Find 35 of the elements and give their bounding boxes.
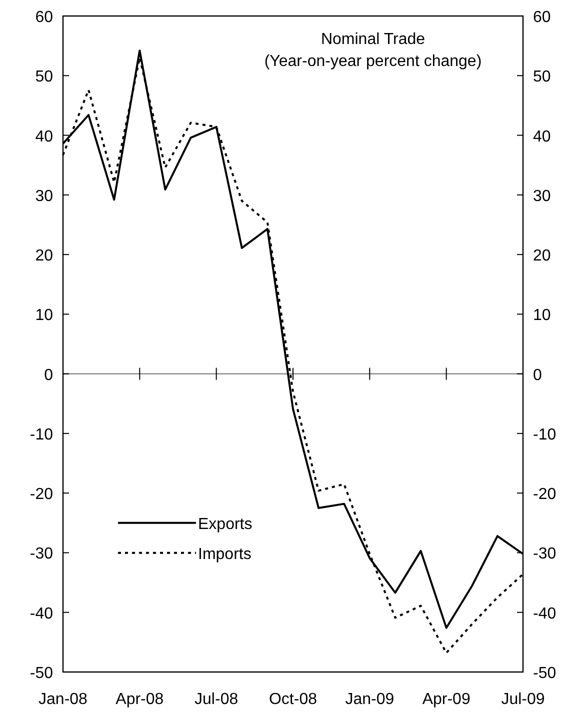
x-tick-label: Jan-08 [38, 691, 88, 708]
y2-tick-label: 10 [533, 307, 551, 324]
y-tick-label: -10 [30, 426, 54, 444]
y2-tick-label: -20 [533, 486, 556, 504]
y-tick-label: 40 [35, 128, 54, 146]
y-tick-label: 10 [35, 307, 54, 324]
x-tick-label: Jul-08 [194, 691, 238, 708]
y-tick-label: 20 [35, 248, 54, 265]
text: (Year-on-year percent change) [264, 53, 482, 70]
y2-tick-label: 20 [533, 248, 551, 265]
y2-tick-label: -50 [533, 665, 556, 682]
y2-tick-label: 0 [533, 366, 542, 384]
y-tick-label: 60 [35, 9, 54, 26]
y-tick-label: -30 [30, 546, 54, 563]
text: Nominal Trade [320, 31, 426, 48]
y-tick-label: -50 [30, 665, 54, 682]
y-tick-label: 0 [44, 366, 54, 384]
y-tick-label: -20 [30, 486, 54, 504]
y2-tick-label: 60 [533, 9, 551, 26]
legend-label: Exports [198, 516, 252, 533]
y2-tick-label: 30 [533, 188, 551, 205]
legend-label: Imports [198, 546, 252, 563]
y-tick-label: -40 [30, 605, 54, 622]
x-tick-label: Jan-09 [345, 691, 394, 708]
y-tick-label: 30 [35, 188, 54, 205]
y2-tick-label: 40 [533, 128, 551, 146]
y2-tick-label: 50 [533, 68, 551, 86]
y-tick-label: 50 [35, 68, 54, 86]
y2-tick-label: -30 [533, 546, 556, 563]
y2-tick-label: -10 [533, 426, 556, 444]
x-tick-label: Apr-08 [116, 691, 164, 708]
y2-tick-label: -40 [533, 605, 556, 622]
x-tick-label: Apr-09 [422, 691, 470, 708]
x-tick-label: Oct-08 [268, 691, 318, 708]
x-tick-label: Jul-09 [501, 691, 545, 708]
